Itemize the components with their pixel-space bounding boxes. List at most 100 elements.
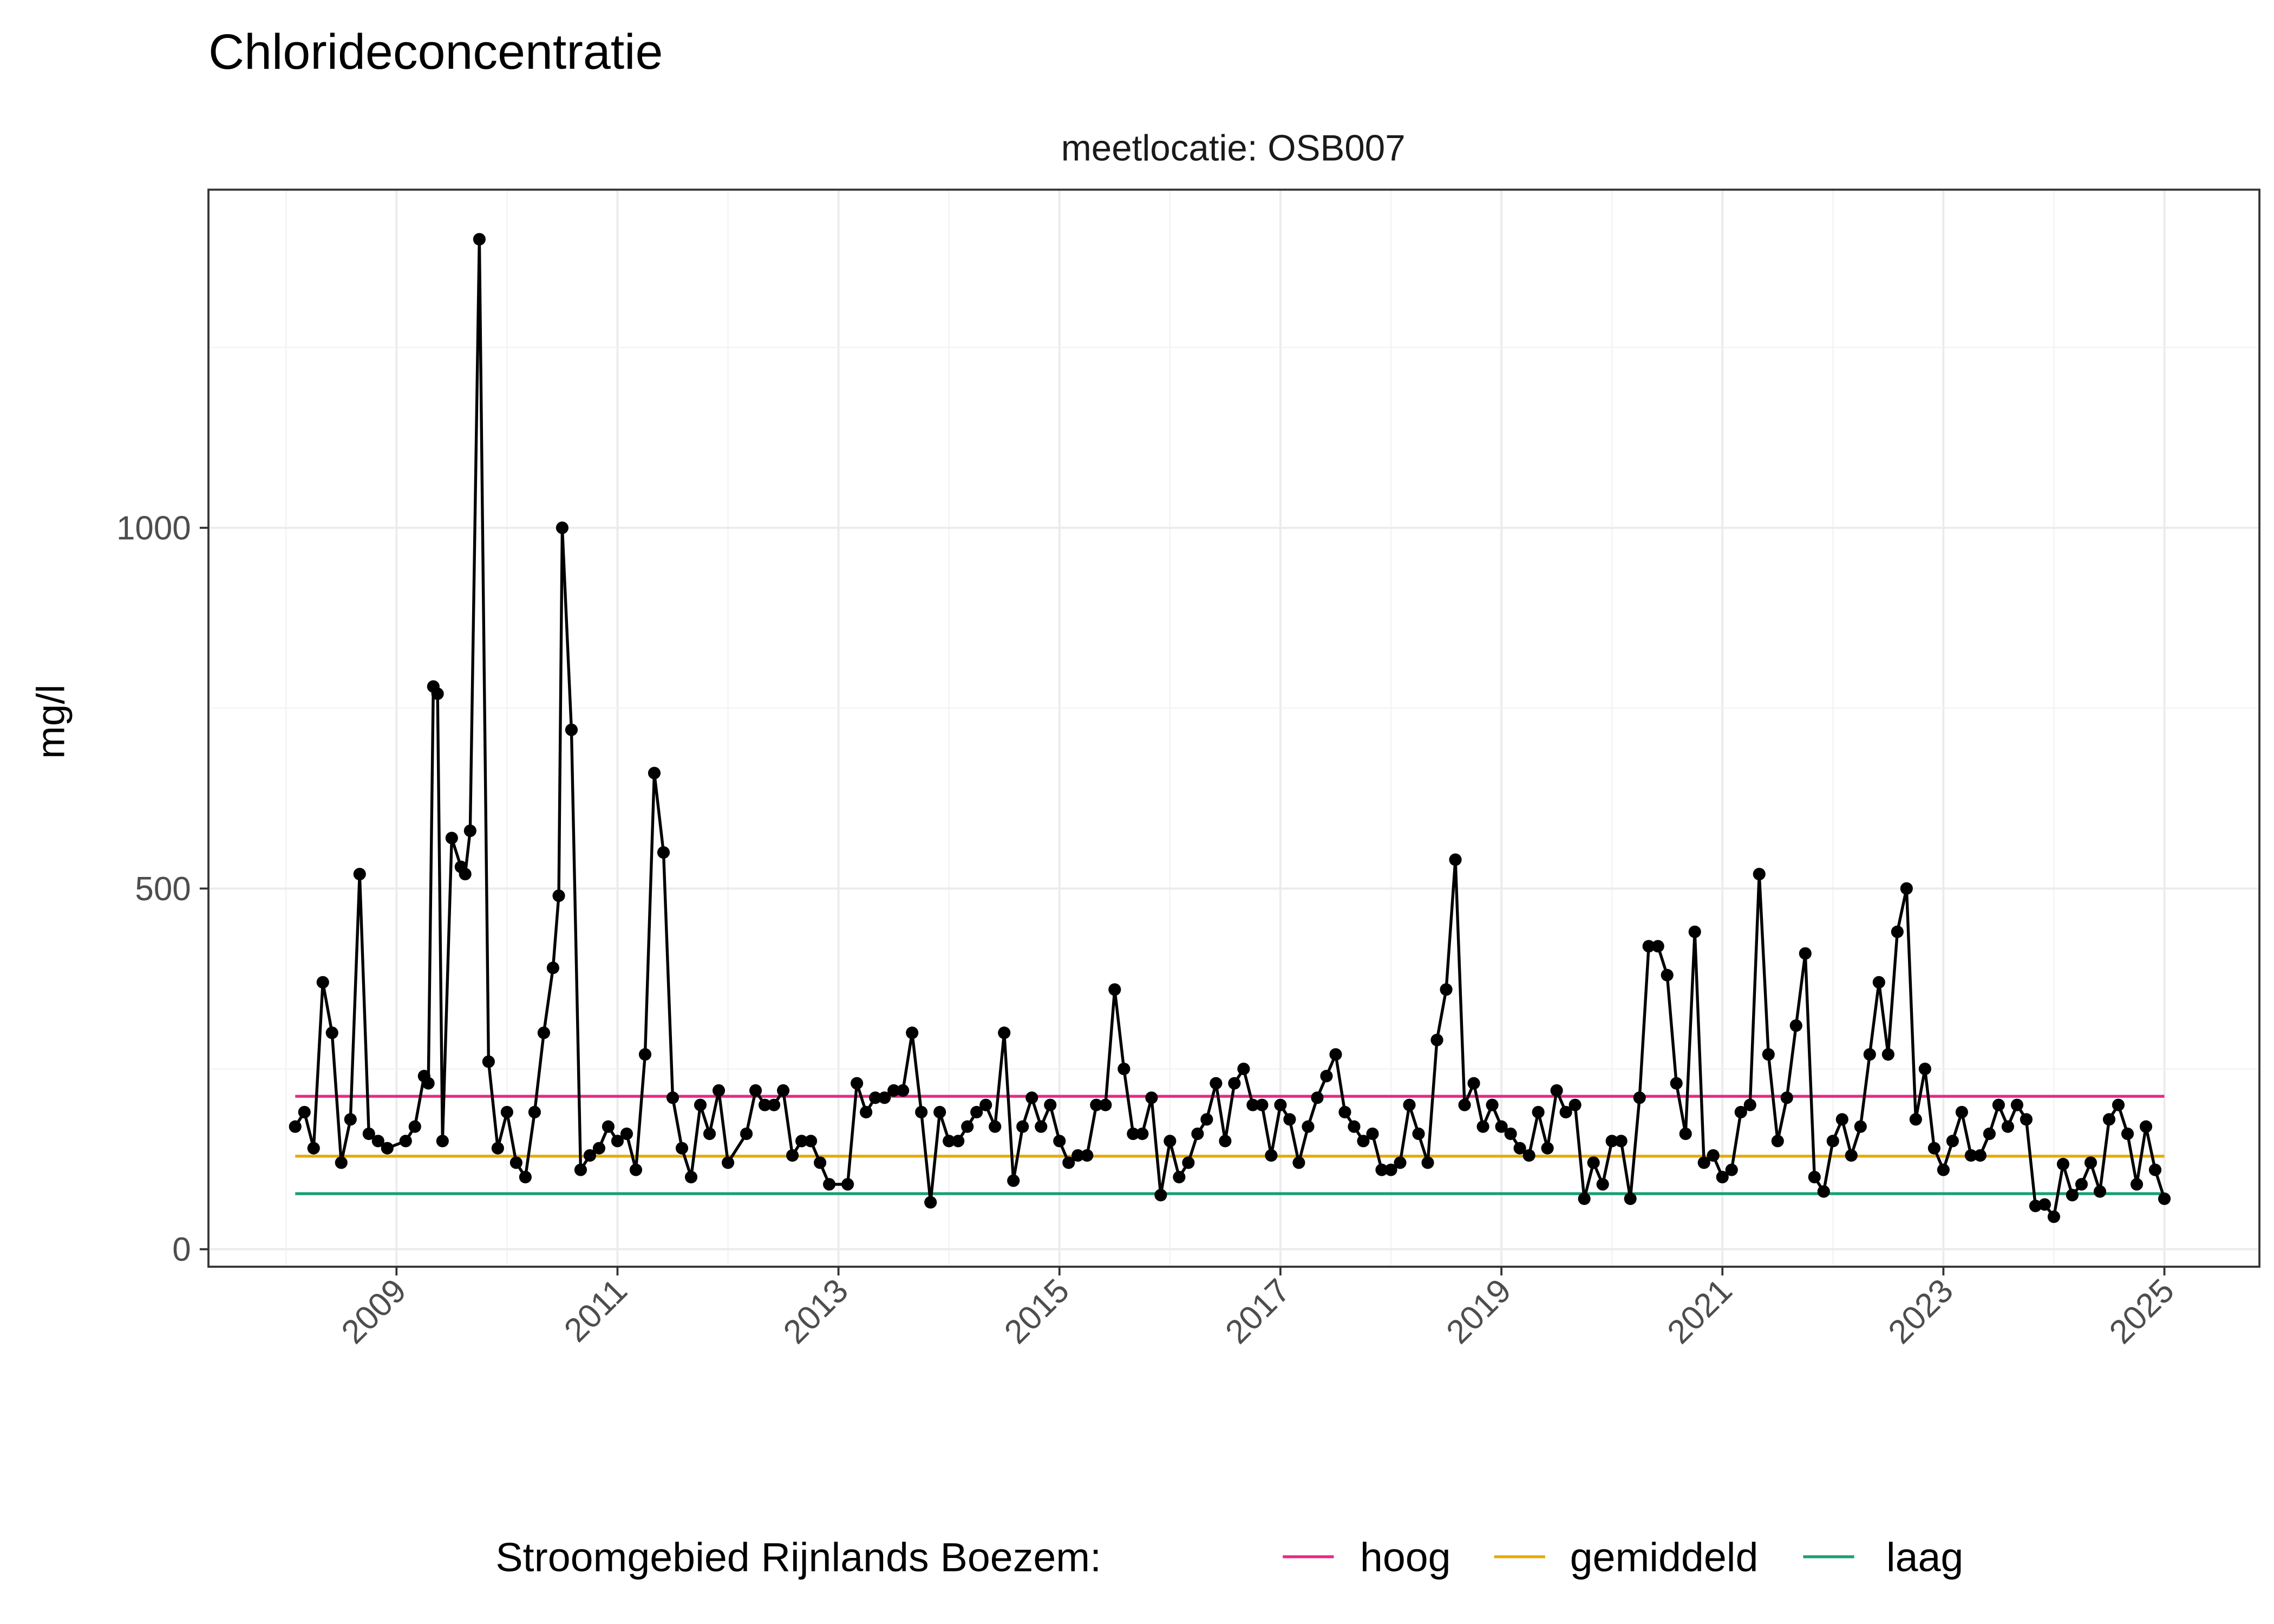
data-point <box>583 1149 597 1162</box>
data-point <box>1679 1127 1692 1141</box>
data-point <box>1762 1048 1775 1061</box>
data-point <box>878 1091 891 1104</box>
data-point <box>1384 1163 1397 1176</box>
data-point <box>537 1026 550 1039</box>
data-point <box>1872 976 1885 989</box>
data-point <box>1697 1156 1710 1169</box>
data-point <box>1817 1185 1830 1198</box>
data-point <box>1845 1149 1858 1162</box>
data-point <box>1983 1127 1996 1141</box>
data-point <box>721 1156 735 1169</box>
data-point <box>1302 1120 1315 1133</box>
data-point <box>1670 1077 1683 1090</box>
data-point <box>473 233 486 246</box>
data-point <box>823 1178 836 1191</box>
data-point <box>2121 1127 2134 1141</box>
legend-label-gemiddeld: gemiddeld <box>1570 1535 1759 1580</box>
data-point <box>574 1163 587 1176</box>
data-point <box>1771 1135 1784 1148</box>
data-point <box>1311 1091 1324 1104</box>
data-point <box>1927 1142 1940 1155</box>
data-point <box>805 1135 818 1148</box>
data-point <box>1651 940 1664 953</box>
data-point <box>2038 1198 2051 1211</box>
data-point <box>1375 1163 1388 1176</box>
data-point <box>666 1091 679 1104</box>
data-point <box>1136 1127 1149 1141</box>
data-point <box>1587 1156 1600 1169</box>
data-point <box>841 1178 854 1191</box>
data-point <box>1964 1149 1977 1162</box>
data-point <box>1016 1120 1029 1133</box>
data-point <box>1808 1170 1821 1183</box>
data-point <box>1348 1120 1361 1133</box>
data-point <box>1228 1077 1241 1090</box>
data-point <box>777 1084 790 1097</box>
data-point <box>979 1098 992 1111</box>
data-point <box>620 1127 633 1141</box>
data-point <box>1789 1019 1802 1032</box>
data-point <box>1504 1127 1517 1141</box>
data-point <box>1854 1120 1867 1133</box>
data-point <box>399 1135 412 1148</box>
data-point <box>1035 1120 1048 1133</box>
data-point <box>528 1105 541 1119</box>
data-point <box>431 687 444 700</box>
data-point <box>2010 1098 2024 1111</box>
data-point <box>1974 1149 1987 1162</box>
data-point <box>943 1135 956 1148</box>
data-point <box>335 1156 348 1169</box>
data-point <box>2112 1098 2125 1111</box>
data-point <box>381 1142 394 1155</box>
data-point <box>2066 1189 2079 1202</box>
data-point <box>556 521 569 534</box>
data-point <box>1937 1163 1950 1176</box>
data-point <box>353 868 366 881</box>
data-point <box>1743 1098 1756 1111</box>
data-point <box>1283 1113 1296 1126</box>
data-point <box>1992 1098 2005 1111</box>
data-point <box>500 1105 513 1119</box>
data-point <box>1366 1127 1379 1141</box>
data-point <box>2084 1156 2097 1169</box>
data-point <box>1605 1135 1618 1148</box>
data-point <box>592 1142 606 1155</box>
data-point <box>1799 947 1812 960</box>
data-point <box>1412 1127 1425 1141</box>
data-point <box>1780 1091 1793 1104</box>
data-point <box>1265 1149 1278 1162</box>
data-point <box>1532 1105 1545 1119</box>
legend: Stroomgebied Rijnlands Boezem: hoog gemid… <box>495 1535 1963 1580</box>
data-point <box>1256 1098 1269 1111</box>
y-tick-label: 500 <box>135 870 191 908</box>
chart-title: Chlorideconcentratie <box>208 24 663 80</box>
data-point <box>1596 1178 1609 1191</box>
data-point <box>1863 1048 1876 1061</box>
data-point <box>1716 1170 1729 1183</box>
legend-label-hoog: hoog <box>1360 1535 1451 1580</box>
data-point <box>961 1120 974 1133</box>
data-point <box>316 976 329 989</box>
data-point <box>1633 1091 1646 1104</box>
data-point <box>1661 968 1674 981</box>
data-point <box>1486 1098 1499 1111</box>
data-point <box>1403 1098 1416 1111</box>
data-point <box>1707 1149 1720 1162</box>
data-point <box>1090 1098 1103 1111</box>
data-point <box>1219 1135 1232 1148</box>
data-point <box>851 1077 864 1090</box>
data-point <box>1338 1105 1351 1119</box>
data-point <box>408 1120 421 1133</box>
data-point <box>1688 925 1701 938</box>
data-point <box>648 767 661 780</box>
data-point <box>602 1120 615 1133</box>
data-point <box>2056 1157 2070 1171</box>
data-point <box>1357 1135 1370 1148</box>
data-point <box>998 1026 1011 1039</box>
data-point <box>463 824 476 837</box>
data-point <box>1513 1142 1526 1155</box>
data-point <box>1550 1084 1563 1097</box>
y-tick-label: 0 <box>172 1231 191 1268</box>
data-point <box>1541 1142 1554 1155</box>
